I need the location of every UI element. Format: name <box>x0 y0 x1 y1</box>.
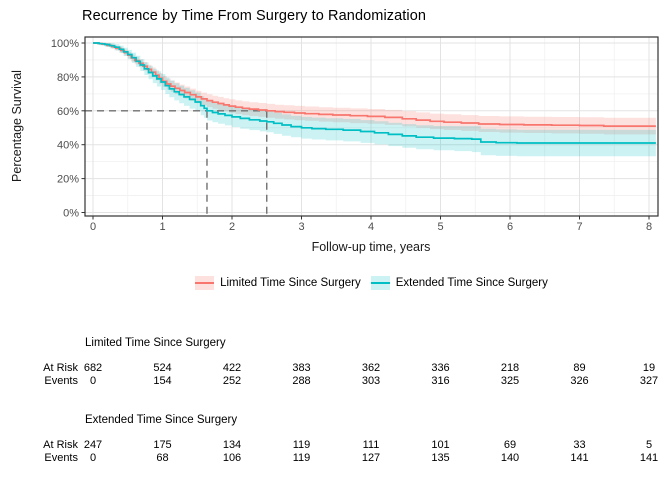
risk-row-label: At Risk <box>43 439 78 451</box>
risk-value: 69 <box>503 439 517 451</box>
x-tick-label: 8 <box>646 221 652 233</box>
risk-table-title: Extended Time Since Surgery <box>85 414 238 426</box>
risk-value: 111 <box>362 439 380 451</box>
risk-value: 154 <box>153 375 172 387</box>
risk-value: 422 <box>222 362 242 374</box>
x-tick-label: 1 <box>159 221 165 233</box>
y-tick-label: 0% <box>63 208 79 220</box>
risk-row-label: At Risk <box>43 362 78 374</box>
legend-label-extended: Extended Time Since Surgery <box>395 277 548 289</box>
confidence-band-1 <box>93 43 656 157</box>
risk-value: 33 <box>573 439 586 451</box>
risk-value: 383 <box>292 362 311 374</box>
legend-key-limited-icon <box>195 276 215 290</box>
risk-value: 106 <box>222 452 242 464</box>
risk-value: 303 <box>361 375 381 387</box>
legend-item-extended: Extended Time Since Surgery <box>370 276 548 290</box>
risk-value: 119 <box>292 439 311 451</box>
risk-value: 19 <box>642 362 656 374</box>
risk-value: 141 <box>639 452 659 464</box>
risk-value: 247 <box>83 439 103 451</box>
risk-value: 89 <box>573 362 586 374</box>
x-tick-label: 6 <box>507 221 513 233</box>
risk-value: 134 <box>222 439 242 451</box>
risk-value: 252 <box>222 375 242 387</box>
risk-value: 682 <box>83 362 103 374</box>
risk-value: 175 <box>153 439 172 451</box>
plot-layers: 0 1 2 3 4 5 6 7 80%20%40%60%80%100% <box>51 36 659 233</box>
y-tick-label: 60% <box>57 106 79 118</box>
risk-value: 68 <box>156 452 169 464</box>
risk-value: 288 <box>292 375 311 387</box>
risk-value: 326 <box>570 375 589 387</box>
y-tick-label: 100% <box>51 38 79 50</box>
legend: Limited Time Since Surgery Extended Time… <box>85 271 658 295</box>
risk-value: 140 <box>500 452 520 464</box>
x-tick-label: 0 <box>90 221 96 233</box>
risk-value: 127 <box>361 452 381 464</box>
risk-value: 218 <box>500 362 520 374</box>
legend-label-limited: Limited Time Since Surgery <box>220 277 361 289</box>
risk-value: 362 <box>361 362 381 374</box>
risk-value: 327 <box>639 375 659 387</box>
x-tick-label: 3 <box>298 221 304 233</box>
risk-value: 5 <box>645 439 653 451</box>
risk-value: 524 <box>153 362 172 374</box>
survival-plot: 0 1 2 3 4 5 6 7 80%20%40%60%80%100% Percentage S… <box>10 36 659 254</box>
risk-value: 316 <box>431 375 450 387</box>
legend-item-limited: Limited Time Since Surgery <box>195 276 361 290</box>
y-tick-label: 40% <box>57 140 79 152</box>
risk-value: 119 <box>292 452 311 464</box>
risk-value: 101 <box>431 439 450 451</box>
x-tick-label: 7 <box>576 221 582 233</box>
risk-value: 135 <box>431 452 450 464</box>
risk-value: 336 <box>431 362 450 374</box>
survival-curve-1 <box>93 42 656 144</box>
y-tick-label: 80% <box>57 72 79 84</box>
x-tick-label: 5 <box>437 221 443 233</box>
risk-value: 0 <box>89 375 97 387</box>
risk-row-label: Events <box>44 452 78 464</box>
risk-table-title: Limited Time Since Surgery <box>85 337 226 349</box>
risk-value: 0 <box>89 452 97 464</box>
legend-key-extended-icon <box>370 276 390 290</box>
x-axis-label: Follow-up time, years <box>312 240 431 254</box>
y-tick-label: 20% <box>57 174 79 186</box>
risk-value: 141 <box>570 452 589 464</box>
chart-title: Recurrence by Time From Surgery to Rando… <box>82 8 427 24</box>
risk-row-label: Events <box>44 375 78 387</box>
risk-value: 325 <box>500 375 520 387</box>
x-tick-label: 4 <box>368 221 374 233</box>
y-axis-label: Percentage Survival <box>10 70 24 182</box>
x-tick-label: 2 <box>229 221 235 233</box>
confidence-band-0 <box>93 43 656 135</box>
